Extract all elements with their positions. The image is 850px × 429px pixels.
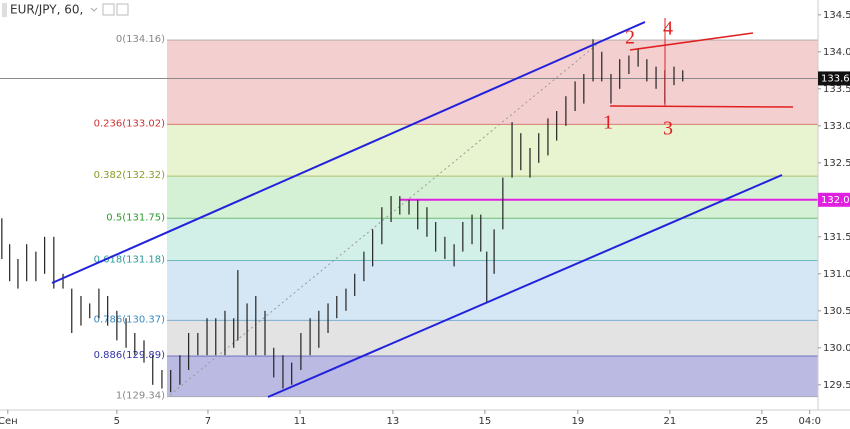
annotation: 4: [663, 18, 673, 40]
fib-zone: [167, 320, 818, 356]
x-tick-label: 11: [294, 416, 307, 427]
fib-zone: [167, 218, 818, 261]
fib-label: 0.786(130.37): [94, 314, 166, 325]
channel-line: [267, 174, 783, 398]
last-price-box: [818, 71, 850, 86]
grid: 0(134.16) 0.236(133.02) 0.382(132.32) 0.5(1…: [0, 34, 818, 402]
fib-label: 0.618(131.18): [94, 254, 166, 265]
y-tick-label: 133.50: [823, 84, 850, 95]
fib-label: 0(134.16): [116, 34, 165, 45]
axes: 129.50 130.00 130.50 131.00 131.50 132.00 132.…: [0, 10, 850, 427]
channel-line: [51, 21, 646, 284]
x-tick-label: 7: [205, 416, 211, 427]
x-tick-label: 25: [756, 416, 769, 427]
annotation: 3: [663, 118, 673, 140]
symbol-title: EUR/JPY, 60,: [10, 3, 83, 17]
close-icon[interactable]: [116, 3, 129, 16]
handle-icon: [2, 3, 7, 17]
y-tick-label: 130.00: [823, 343, 850, 354]
x-tick-label: Сен: [0, 416, 18, 427]
fib-zone: [167, 260, 818, 321]
y-tick-label: 132.50: [823, 158, 850, 169]
fib-label: 0.5(131.75): [106, 212, 165, 223]
settings-icon[interactable]: [102, 3, 115, 16]
y-tick-label: 131.50: [823, 232, 850, 243]
y-tick-label: 129.50: [823, 380, 850, 391]
level-price-label: 132.00: [821, 195, 850, 206]
y-tick-label: 133.00: [823, 121, 850, 132]
y-tick-label: 134.00: [823, 47, 850, 58]
y-tick-label: 134.50: [823, 10, 850, 21]
level-price-box: [818, 192, 850, 207]
resistance-line: [629, 32, 754, 51]
last-price-label: 133.64: [821, 73, 850, 84]
fib-label: 0.886(129.89): [94, 350, 166, 361]
y-tick-label: 131.00: [823, 269, 850, 280]
y-tick-label: 130.50: [823, 306, 850, 317]
annotation: 2: [625, 27, 635, 49]
fib-zones: [167, 39, 818, 397]
x-tick-label: 19: [571, 416, 584, 427]
fib-zone: [167, 124, 818, 177]
fib-zone: [167, 176, 818, 219]
x-tick-label: 15: [479, 416, 492, 427]
annotation: 1: [603, 112, 613, 134]
support-line: [609, 105, 794, 108]
price-bars: [1, 39, 684, 393]
x-tick-label: 5: [114, 416, 120, 427]
fib-zone: [167, 39, 818, 125]
fib-label: 1(129.34): [116, 391, 165, 402]
fib-label: 0.236(133.02): [94, 118, 166, 129]
dropdown-icon[interactable]: [90, 7, 98, 12]
fib-zone: [167, 355, 818, 397]
fib-label: 0.382(132.32): [94, 170, 166, 181]
x-tick-label: 21: [663, 416, 676, 427]
price-axis: [818, 0, 850, 429]
x-tick-label: 13: [387, 416, 400, 427]
header-bg: [0, 0, 135, 20]
x-tick-label: 04:0: [798, 416, 820, 427]
